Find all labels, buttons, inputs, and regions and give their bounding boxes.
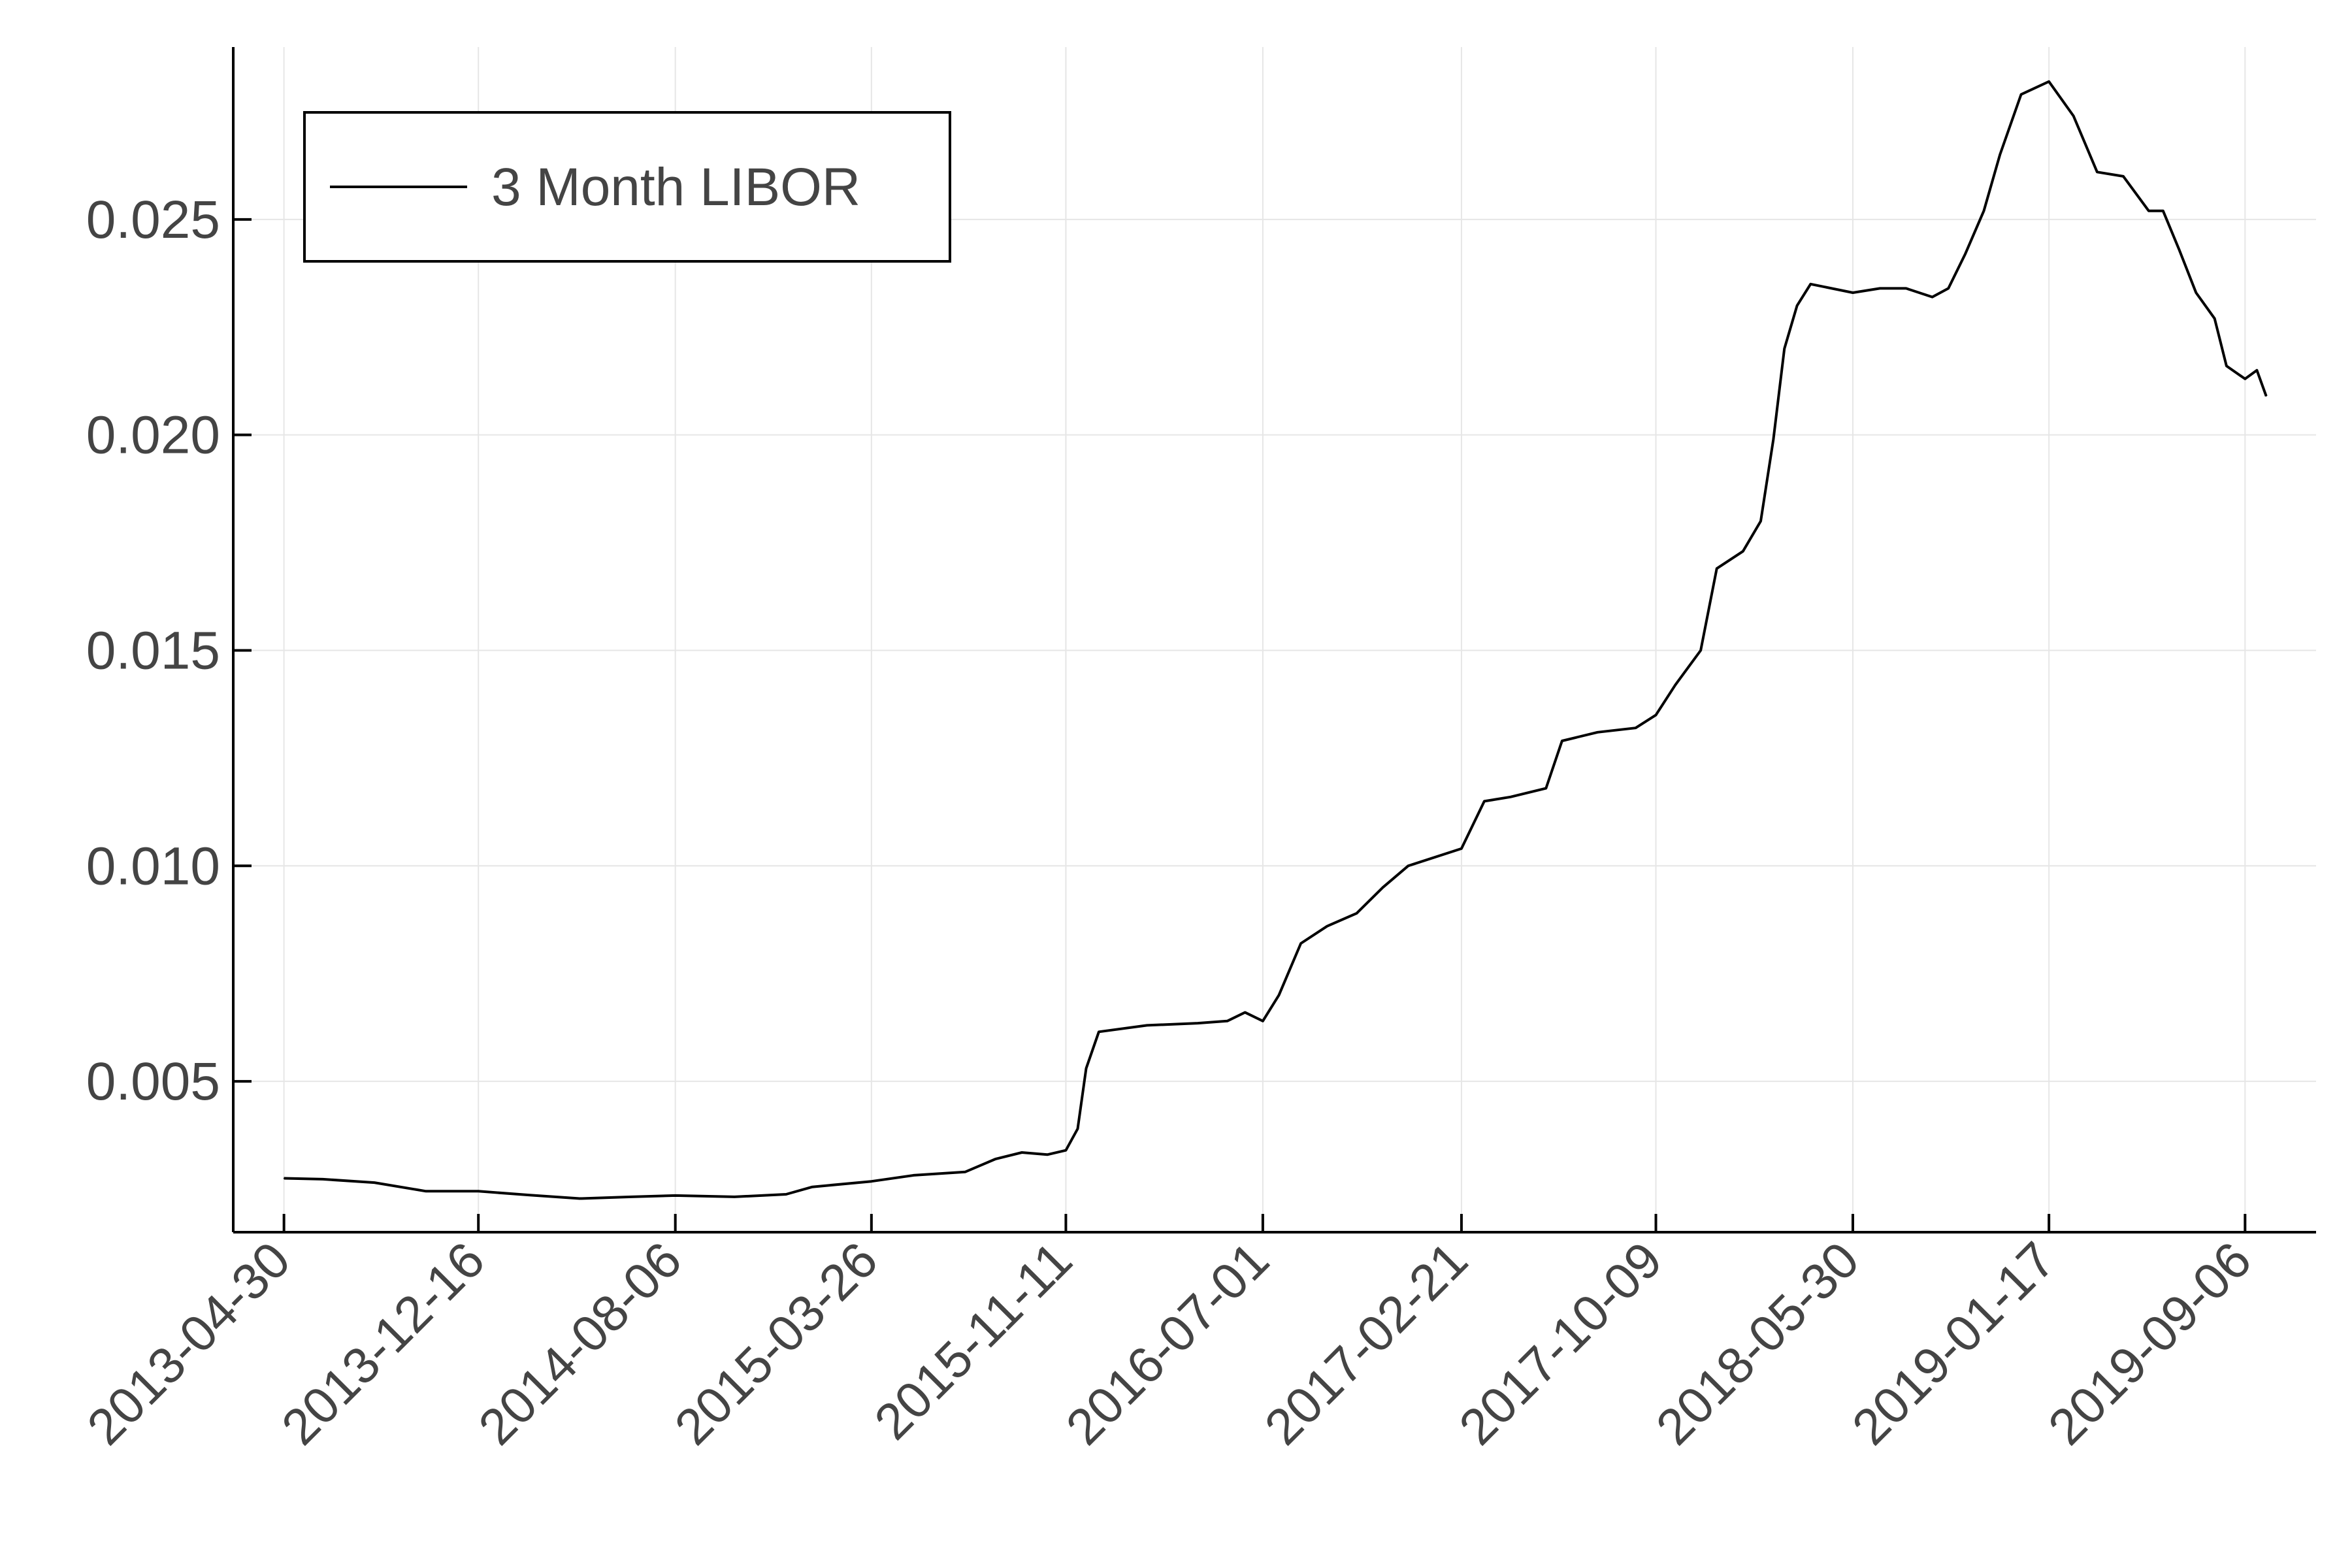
data-point-0-66 [2195, 292, 2197, 293]
data-point-0-64 [2163, 210, 2164, 212]
data-point-0-29 [1326, 925, 1328, 927]
data-point-0-36 [1545, 787, 1547, 789]
data-point-0-50 [1852, 292, 1854, 293]
data-point-0-42 [1700, 649, 1701, 651]
data-point-0-71 [2265, 395, 2267, 397]
y-tick-label-1: 0.010 [86, 836, 220, 896]
data-point-0-31 [1382, 887, 1384, 889]
data-point-0-35 [1510, 796, 1511, 798]
data-point-0-54 [1948, 287, 1949, 289]
data-point-0-39 [1635, 727, 1637, 729]
data-point-0-37 [1561, 740, 1563, 742]
data-point-0-1 [322, 1179, 323, 1180]
series-line-0 [284, 80, 2268, 1200]
data-point-0-33 [1461, 848, 1462, 849]
legend: 3 Month LIBOR [303, 111, 951, 263]
data-point-0-40 [1655, 714, 1657, 716]
data-point-0-11 [811, 1186, 813, 1188]
data-point-0-30 [1356, 913, 1358, 914]
data-point-0-49 [1810, 284, 1812, 285]
series-layer [283, 80, 2268, 1200]
data-point-0-48 [1796, 304, 1798, 306]
data-point-0-20 [1085, 1068, 1087, 1070]
data-point-0-9 [734, 1196, 736, 1198]
data-point-0-19 [1077, 1128, 1079, 1130]
data-point-0-62 [2123, 176, 2124, 177]
data-point-0-32 [1407, 865, 1409, 867]
data-point-0-51 [1879, 287, 1881, 289]
y-tick-label-0: 0.005 [86, 1052, 220, 1111]
data-point-0-10 [785, 1194, 787, 1195]
data-point-0-18 [1065, 1149, 1067, 1151]
data-point-0-34 [1484, 800, 1485, 802]
data-point-0-15 [995, 1158, 996, 1160]
data-point-0-26 [1262, 1020, 1264, 1022]
data-point-0-2 [374, 1182, 375, 1183]
legend-label: 3 Month LIBOR [491, 157, 860, 217]
data-point-0-65 [2178, 249, 2180, 250]
data-point-0-38 [1597, 732, 1599, 733]
y-tick-label-3: 0.020 [86, 406, 220, 465]
y-tick-label-4: 0.025 [86, 190, 220, 250]
data-point-0-8 [674, 1195, 676, 1196]
data-point-0-45 [1760, 520, 1761, 522]
data-point-0-22 [1146, 1024, 1148, 1026]
data-point-0-5 [529, 1194, 531, 1196]
data-point-0-6 [579, 1198, 581, 1200]
data-point-0-25 [1244, 1011, 1246, 1013]
data-point-0-70 [2256, 369, 2258, 371]
data-point-0-69 [2244, 378, 2246, 380]
data-point-0-4 [478, 1190, 480, 1192]
data-point-0-12 [871, 1181, 872, 1182]
data-point-0-21 [1098, 1031, 1100, 1033]
data-point-0-0 [283, 1177, 285, 1179]
data-point-0-57 [1999, 154, 2001, 155]
data-point-0-52 [1905, 287, 1907, 289]
data-point-0-59 [2048, 80, 2050, 82]
data-point-0-13 [913, 1175, 915, 1176]
data-point-0-14 [964, 1171, 966, 1173]
data-point-0-60 [2072, 115, 2074, 117]
data-point-0-58 [2020, 93, 2022, 95]
y-tick-label-2: 0.015 [86, 621, 220, 680]
data-point-0-17 [1047, 1154, 1048, 1156]
data-point-0-24 [1226, 1020, 1228, 1022]
data-point-0-23 [1197, 1022, 1199, 1024]
data-point-0-7 [630, 1196, 632, 1198]
data-point-0-55 [1965, 253, 1966, 255]
data-point-0-43 [1716, 568, 1718, 569]
data-point-0-27 [1278, 994, 1280, 996]
data-point-0-67 [2213, 318, 2215, 319]
y-axis-ticks: 0.005 0.010 0.015 0.020 0.025 [86, 190, 252, 1111]
data-point-0-63 [2148, 210, 2149, 212]
axes [232, 47, 2316, 1233]
data-point-0-16 [1021, 1152, 1022, 1153]
data-point-0-61 [2097, 171, 2098, 173]
data-point-0-68 [2226, 365, 2227, 367]
data-point-0-47 [1784, 348, 1785, 350]
data-point-0-56 [1983, 210, 1985, 212]
data-point-0-28 [1300, 943, 1301, 944]
data-point-0-53 [1931, 296, 1933, 298]
data-point-0-3 [425, 1190, 427, 1192]
data-point-0-44 [1742, 550, 1744, 552]
data-point-0-46 [1772, 438, 1774, 440]
data-point-0-41 [1674, 684, 1676, 686]
